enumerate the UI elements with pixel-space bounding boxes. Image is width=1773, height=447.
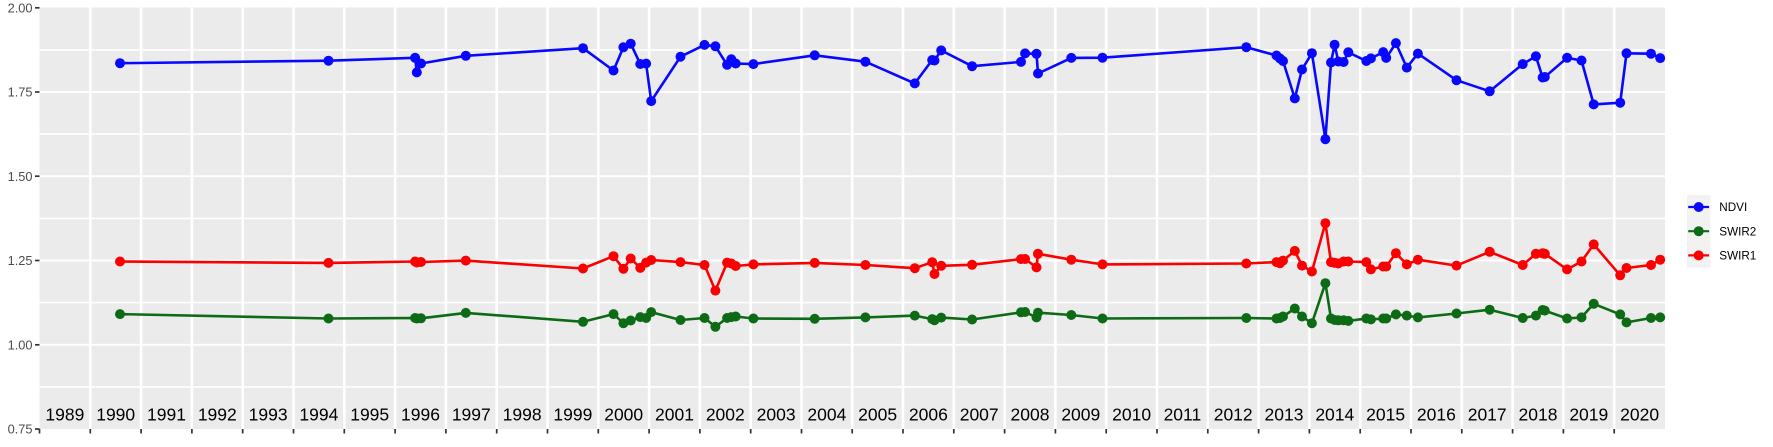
svg-text:2000: 2000 <box>604 405 643 425</box>
svg-text:2011: 2011 <box>1164 405 1202 425</box>
svg-text:1995: 1995 <box>350 405 389 425</box>
svg-text:2010: 2010 <box>1112 405 1151 425</box>
svg-text:1994: 1994 <box>299 405 338 425</box>
svg-text:1993: 1993 <box>249 405 288 425</box>
svg-text:1990: 1990 <box>96 405 135 425</box>
svg-text:2013: 2013 <box>1265 405 1304 425</box>
svg-text:2006: 2006 <box>909 405 948 425</box>
svg-text:1991: 1991 <box>147 405 186 425</box>
svg-text:1998: 1998 <box>503 405 542 425</box>
svg-text:2.00: 2.00 <box>8 0 33 15</box>
svg-text:1996: 1996 <box>401 405 440 425</box>
svg-text:1997: 1997 <box>452 405 491 425</box>
svg-text:1.75: 1.75 <box>8 85 33 100</box>
svg-text:NDVI: NDVI <box>1719 201 1747 214</box>
svg-text:0.75: 0.75 <box>8 422 33 437</box>
svg-text:2014: 2014 <box>1315 405 1354 425</box>
svg-text:1.00: 1.00 <box>8 337 33 352</box>
svg-text:1999: 1999 <box>553 405 592 425</box>
svg-text:1989: 1989 <box>45 405 84 425</box>
svg-text:1.50: 1.50 <box>8 169 33 184</box>
svg-text:2012: 2012 <box>1214 405 1253 425</box>
svg-text:2020: 2020 <box>1620 405 1659 425</box>
svg-text:SWIR1: SWIR1 <box>1719 250 1756 263</box>
svg-text:1.25: 1.25 <box>8 253 33 268</box>
svg-text:2002: 2002 <box>706 405 745 425</box>
svg-text:2003: 2003 <box>757 405 796 425</box>
svg-text:2005: 2005 <box>858 405 897 425</box>
svg-text:2004: 2004 <box>807 405 846 425</box>
svg-text:2008: 2008 <box>1011 405 1050 425</box>
svg-text:2001: 2001 <box>655 405 694 425</box>
svg-text:2019: 2019 <box>1569 405 1608 425</box>
svg-text:SWIR2: SWIR2 <box>1719 225 1756 238</box>
svg-text:2015: 2015 <box>1366 405 1405 425</box>
svg-text:2017: 2017 <box>1468 405 1507 425</box>
svg-text:2009: 2009 <box>1061 405 1100 425</box>
svg-text:2016: 2016 <box>1417 405 1456 425</box>
svg-text:1992: 1992 <box>198 405 237 425</box>
svg-text:2007: 2007 <box>960 405 999 425</box>
svg-text:2018: 2018 <box>1519 405 1558 425</box>
